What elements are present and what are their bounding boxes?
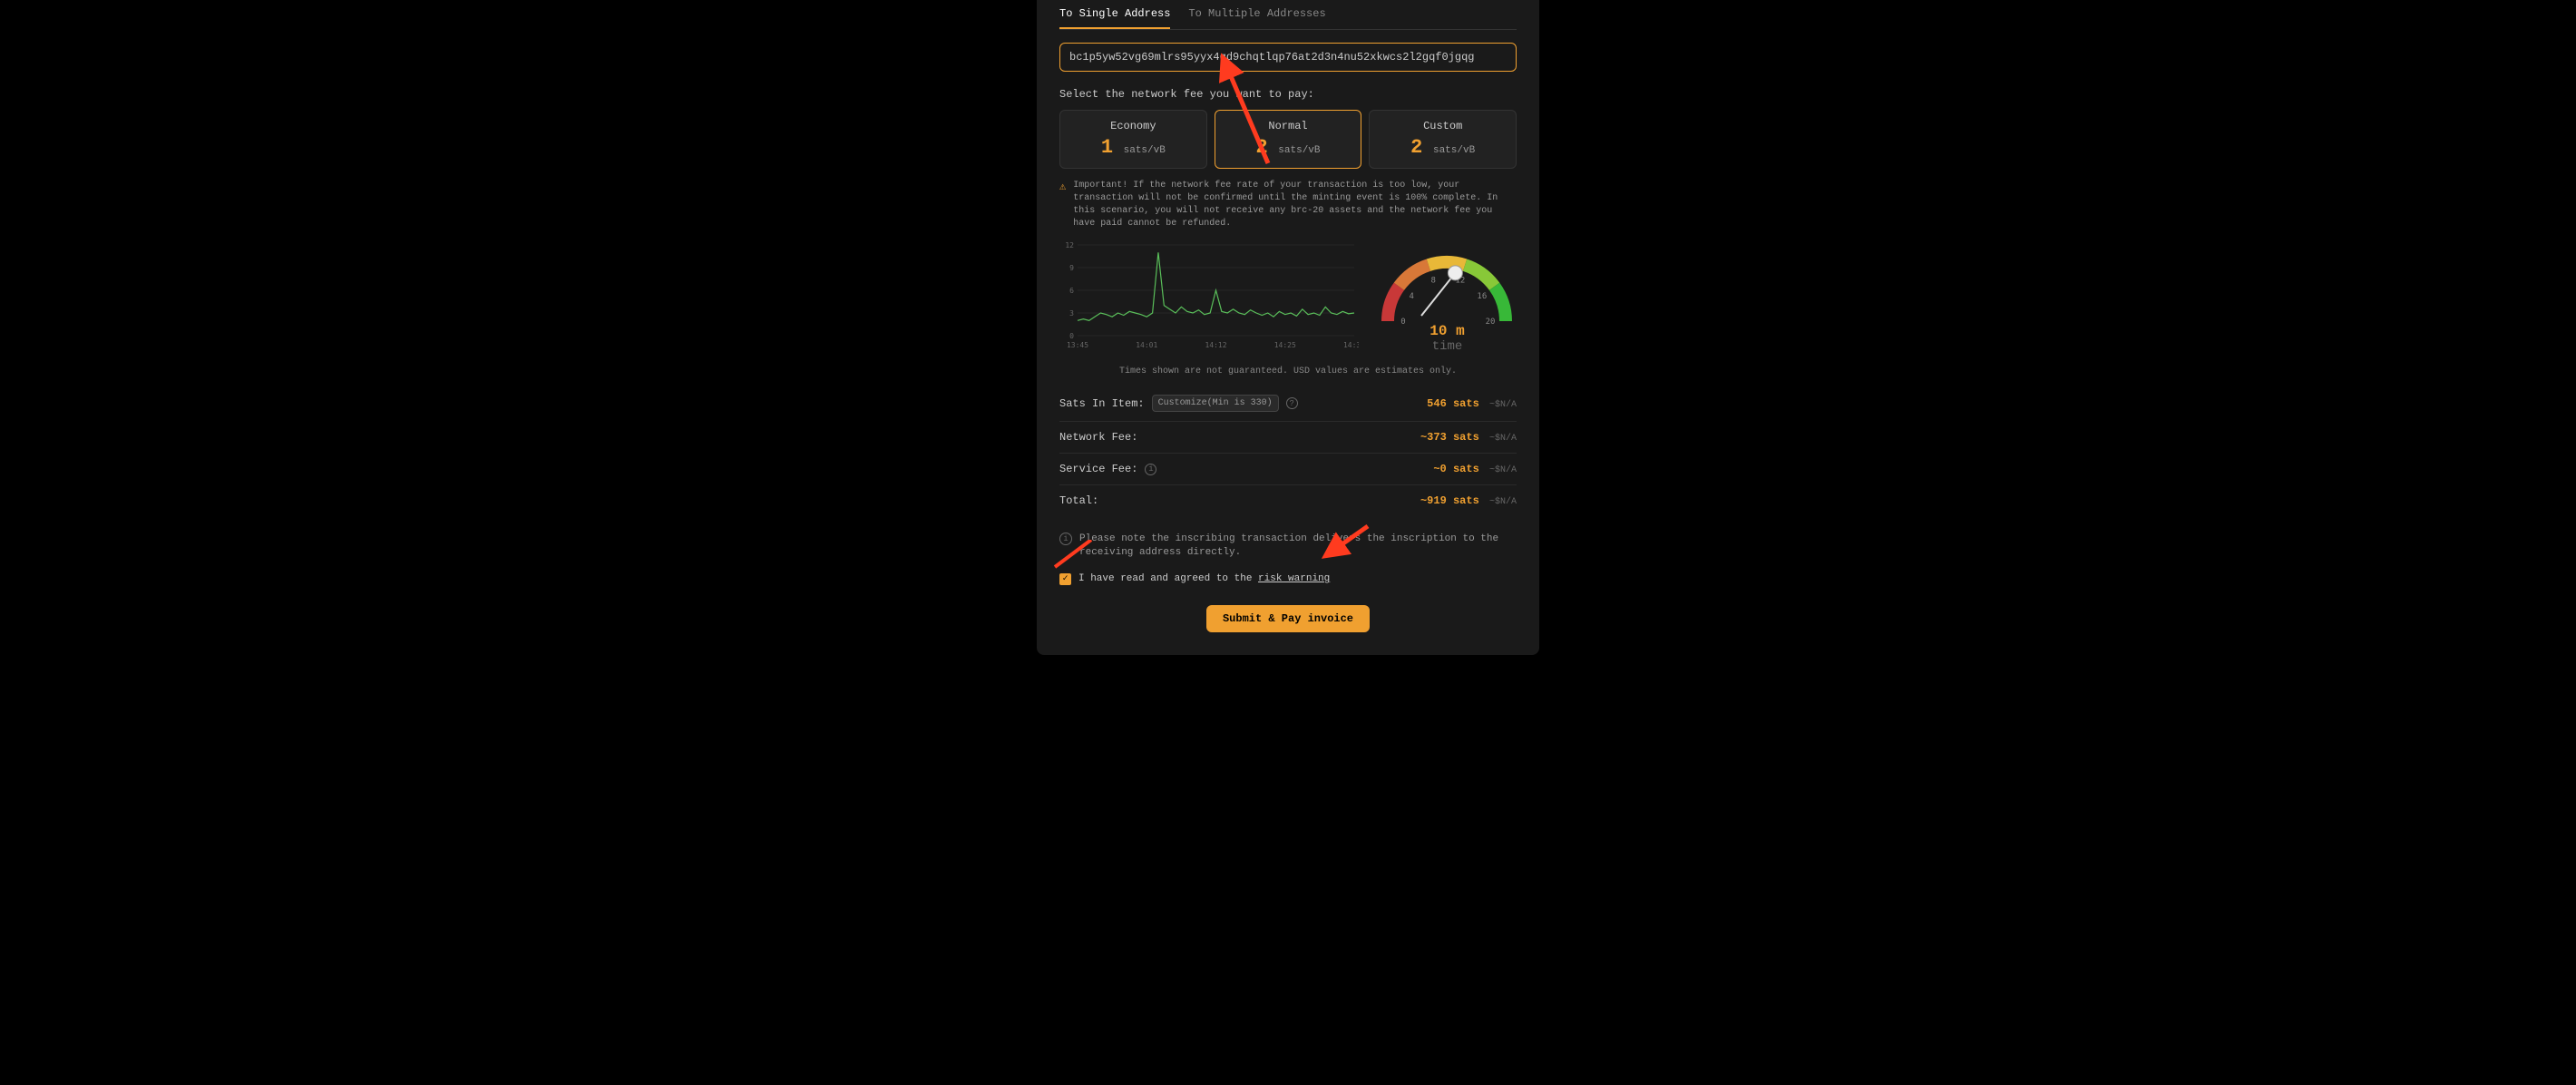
svg-text:20: 20 [1486, 318, 1496, 327]
row-label: Network Fee: [1059, 431, 1137, 444]
row-label: Total: [1059, 494, 1098, 507]
svg-text:0: 0 [1069, 332, 1074, 340]
submit-button[interactable]: Submit & Pay invoice [1206, 605, 1370, 632]
disclaimer-text: Times shown are not guaranteed. USD valu… [1059, 367, 1517, 376]
row-value: 546 sats [1427, 397, 1479, 410]
fee-value: 2 [1255, 136, 1267, 159]
row-sats-in-item: Sats In Item: Customize(Min is 330) ? 54… [1059, 386, 1517, 422]
help-icon[interactable]: ? [1286, 397, 1298, 409]
fee-history-chart: 12 9 6 3 013:45 14:01 14:12 14:25 14:37 [1059, 240, 1359, 354]
row-usd: ~$N/A [1489, 465, 1517, 475]
fee-value: 1 [1101, 136, 1113, 159]
risk-warning-link[interactable]: risk warning [1258, 573, 1330, 584]
svg-text:9: 9 [1069, 264, 1074, 272]
svg-text:16: 16 [1477, 292, 1487, 301]
note-text: Please note the inscribing transaction d… [1079, 533, 1517, 561]
row-network-fee: Network Fee: ~373 sats ~$N/A [1059, 422, 1517, 454]
customize-button[interactable]: Customize(Min is 330) [1152, 395, 1279, 412]
row-value: ~0 sats [1433, 463, 1478, 475]
fee-name: Normal [1215, 120, 1361, 132]
inscribe-panel: To Single Address To Multiple Addresses … [1037, 0, 1539, 655]
row-usd: ~$N/A [1489, 497, 1517, 507]
svg-text:6: 6 [1069, 287, 1074, 295]
fee-unit: sats/vB [1124, 145, 1166, 156]
svg-text:12: 12 [1065, 241, 1074, 249]
tab-single-address[interactable]: To Single Address [1059, 0, 1170, 29]
charts-row: 12 9 6 3 013:45 14:01 14:12 14:25 14:37 0 4 8 12 16 2… [1059, 239, 1517, 354]
fee-value: 2 [1410, 136, 1422, 159]
row-value: ~373 sats [1420, 431, 1479, 444]
fee-economy[interactable]: Economy 1 sats/vB [1059, 110, 1207, 169]
svg-text:14:25: 14:25 [1274, 341, 1296, 349]
svg-text:14:37: 14:37 [1343, 341, 1359, 349]
svg-text:0: 0 [1400, 318, 1405, 327]
fee-normal[interactable]: Normal 2 sats/vB [1215, 110, 1362, 169]
row-label: Sats In Item: [1059, 397, 1145, 410]
row-label: Service Fee: [1059, 463, 1137, 475]
svg-text:4: 4 [1409, 292, 1413, 301]
address-tabs: To Single Address To Multiple Addresses [1059, 0, 1517, 30]
info-icon: i [1059, 533, 1072, 545]
agree-checkbox[interactable]: ✓ [1059, 573, 1071, 585]
tab-multiple-addresses[interactable]: To Multiple Addresses [1188, 0, 1325, 29]
svg-text:8: 8 [1430, 276, 1435, 285]
fee-unit: sats/vB [1433, 145, 1475, 156]
delivery-note: i Please note the inscribing transaction… [1059, 533, 1517, 561]
fee-select-label: Select the network fee you want to pay: [1059, 88, 1517, 101]
time-gauge: 048121620 10 m time [1368, 239, 1527, 354]
fee-name: Economy [1060, 120, 1206, 132]
fee-custom[interactable]: Custom 2 sats/vB [1369, 110, 1517, 169]
svg-text:3: 3 [1069, 309, 1074, 318]
fee-unit: sats/vB [1278, 145, 1320, 156]
warning-text: Important! If the network fee rate of yo… [1073, 180, 1517, 230]
svg-text:14:12: 14:12 [1205, 341, 1226, 349]
svg-text:13:45: 13:45 [1067, 341, 1088, 349]
address-input[interactable] [1059, 43, 1517, 72]
agree-row: ✓ I have read and agreed to the risk war… [1059, 573, 1517, 585]
row-usd: ~$N/A [1489, 434, 1517, 444]
info-icon[interactable]: i [1145, 464, 1156, 475]
warning-icon: ⚠ [1059, 180, 1066, 230]
row-total: Total: ~919 sats ~$N/A [1059, 485, 1517, 516]
row-value: ~919 sats [1420, 494, 1479, 507]
fee-name: Custom [1370, 120, 1516, 132]
agree-text: I have read and agreed to the [1078, 573, 1258, 584]
row-service-fee: Service Fee: i ~0 sats ~$N/A [1059, 454, 1517, 485]
fee-options: Economy 1 sats/vB Normal 2 sats/vB Custo… [1059, 110, 1517, 169]
cost-breakdown: Sats In Item: Customize(Min is 330) ? 54… [1059, 386, 1517, 516]
svg-text:14:01: 14:01 [1136, 341, 1157, 349]
row-usd: ~$N/A [1489, 400, 1517, 410]
fee-warning: ⚠ Important! If the network fee rate of … [1059, 180, 1517, 230]
